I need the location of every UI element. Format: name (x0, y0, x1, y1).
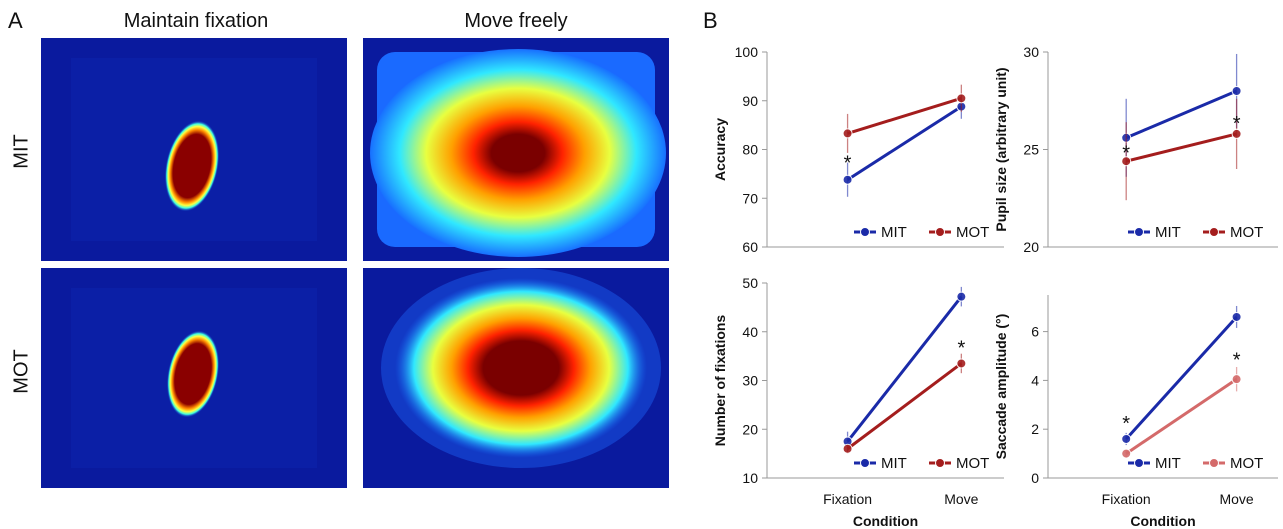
y-tick-label: 50 (742, 275, 758, 291)
chart-1: 60 70 80 90 100 Accuracy * MIT MOT (712, 44, 1004, 255)
data-point (1231, 374, 1242, 385)
series-mot (842, 84, 967, 153)
legend-label: MOT (956, 455, 989, 472)
column-title-fixation: Maintain fixation (123, 10, 269, 32)
series-mit (1121, 305, 1242, 446)
series-line (1125, 132, 1237, 163)
data-point (842, 128, 853, 139)
series-line (1125, 377, 1238, 455)
y-tick-label: 30 (742, 373, 758, 389)
data-point (1231, 86, 1242, 96)
series-line (846, 105, 963, 181)
y-tick-label: 20 (742, 421, 758, 437)
legend-label: MOT (1230, 224, 1263, 241)
legend-marker (1134, 227, 1144, 237)
panel-b-letter: B (703, 8, 718, 33)
y-axis-label: Saccade amplitude (°) (993, 314, 1009, 460)
series-mot (1121, 366, 1242, 459)
series-mot (842, 353, 967, 454)
y-tick-label: 25 (1023, 142, 1039, 158)
heatmap-mit-fixation (41, 38, 347, 261)
y-tick-label: 6 (1031, 324, 1039, 340)
y-axis-label: Pupil size (arbitrary unit) (993, 67, 1009, 231)
legend-entry-mot: MOT (1203, 455, 1263, 472)
y-tick-label: 60 (742, 239, 758, 255)
x-tick-label: Move (944, 491, 978, 507)
legend-entry-mit: MIT (854, 455, 907, 472)
legend-marker (1209, 458, 1219, 468)
series-mit (842, 94, 967, 197)
significance-marker: * (1122, 413, 1130, 435)
data-point (1231, 311, 1242, 322)
y-tick-label: 0 (1031, 470, 1039, 486)
y-axis-label: Number of fixations (712, 315, 728, 447)
legend-label: MOT (1230, 455, 1263, 472)
y-tick-label: 30 (1023, 44, 1039, 60)
series-line (1125, 89, 1238, 140)
significance-marker: * (844, 153, 852, 175)
significance-marker: * (957, 337, 965, 359)
legend-entry-mit: MIT (1128, 455, 1181, 472)
legend-label: MIT (881, 455, 907, 472)
y-tick-label: 4 (1031, 372, 1039, 388)
x-tick-label: Move (1219, 491, 1253, 507)
legend-entry-mot: MOT (1203, 224, 1263, 241)
chart-3: 10 20 30 40 50 Fixation Move Condition Number of… (712, 275, 1004, 529)
y-tick-label: 90 (742, 93, 758, 109)
legend-label: MIT (881, 224, 907, 241)
panel-a-letter: A (8, 8, 23, 33)
series-mot (1121, 98, 1242, 201)
series-line (846, 295, 963, 443)
series-line (847, 96, 962, 135)
legend-label: MIT (1155, 455, 1181, 472)
legend-entry-mot: MOT (929, 455, 989, 472)
legend-entry-mit: MIT (1128, 224, 1181, 241)
series-line (1125, 315, 1238, 440)
legend-marker (1134, 458, 1144, 468)
y-tick-label: 20 (1023, 239, 1039, 255)
x-tick-label: Fixation (1102, 491, 1151, 507)
legend-marker (1209, 227, 1219, 237)
significance-marker: * (1233, 113, 1241, 135)
heatmap-mot-fixation (41, 268, 347, 488)
series-line (846, 362, 963, 450)
data-point (956, 358, 967, 369)
y-tick-label: 2 (1031, 421, 1039, 437)
heatmap-mot-move (363, 268, 669, 488)
significance-marker: * (1233, 349, 1241, 371)
y-tick-label: 10 (742, 470, 758, 486)
data-point (1121, 433, 1132, 444)
legend-entry-mot: MOT (929, 224, 989, 241)
legend-marker (935, 227, 945, 237)
legend-marker (860, 227, 870, 237)
x-tick-label: Fixation (823, 491, 872, 507)
y-axis-label: Accuracy (712, 118, 728, 181)
data-point (1231, 128, 1242, 139)
series-mit (842, 286, 967, 452)
column-title-move: Move freely (464, 10, 568, 32)
legend-marker (935, 458, 945, 468)
data-point (956, 93, 967, 104)
x-axis-label: Condition (853, 513, 918, 529)
data-point (842, 443, 853, 454)
y-tick-label: 100 (735, 44, 759, 60)
legend-marker (860, 458, 870, 468)
legend-entry-mit: MIT (854, 224, 907, 241)
chart-4: 0 2 4 6 Fixation Move Condition Saccade amplitu… (993, 295, 1278, 529)
legend-label: MIT (1155, 224, 1181, 241)
data-point (956, 291, 967, 302)
heatmap-mit-move (363, 38, 669, 261)
significance-marker: * (1122, 142, 1130, 164)
chart-2: 20 25 30 Pupil size (arbitrary unit) * * MIT MO… (993, 44, 1278, 255)
legend-label: MOT (956, 224, 989, 241)
y-tick-label: 70 (742, 190, 758, 206)
data-point (1121, 156, 1132, 167)
data-point (842, 174, 853, 185)
data-point (1121, 448, 1132, 459)
y-tick-label: 80 (742, 142, 758, 158)
x-axis-label: Condition (1130, 513, 1195, 529)
y-tick-label: 40 (742, 324, 758, 340)
